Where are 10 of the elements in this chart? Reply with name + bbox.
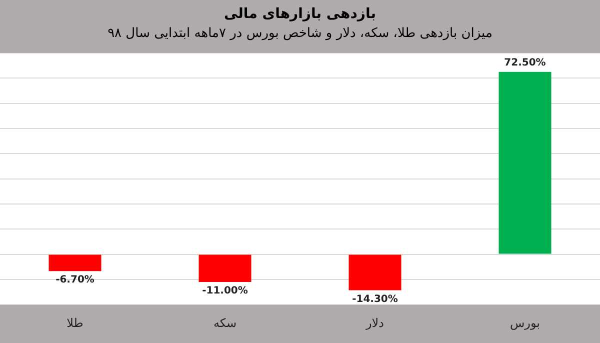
data-label: -14.30% xyxy=(352,294,398,305)
chart-title: بازدهی بازارهای مالی xyxy=(223,5,377,24)
data-label: 72.50% xyxy=(504,57,546,68)
chart-subtitle: میزان بازدهی طلا، سکه، دلار و شاخص بورس در ۷ماهه ابتدایی سال ۹۸ xyxy=(106,26,494,41)
x-tick-label: بورس xyxy=(510,316,540,330)
data-label: -11.00% xyxy=(202,286,248,297)
x-tick-label: دلار xyxy=(365,316,384,330)
x-tick-label: سکه xyxy=(213,316,237,330)
x-tick-label: طلا xyxy=(66,316,84,330)
data-label: -6.70% xyxy=(56,274,94,286)
